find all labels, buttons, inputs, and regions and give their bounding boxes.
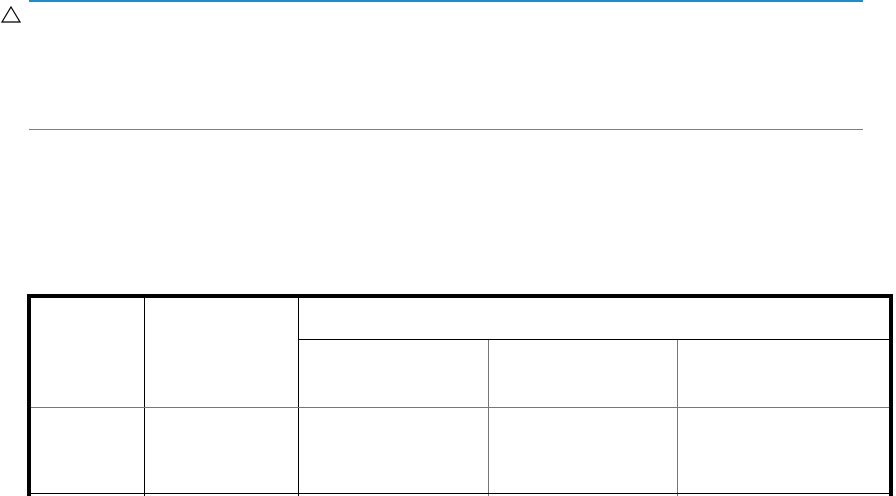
table-bottom-border bbox=[31, 493, 889, 494]
column-divider bbox=[298, 297, 299, 496]
caution-bottom-rule bbox=[29, 129, 863, 130]
warning-triangle-icon bbox=[1, 6, 21, 23]
table-left-border bbox=[27, 294, 31, 496]
header-subrow-divider bbox=[298, 339, 890, 340]
table-top-border bbox=[27, 294, 893, 298]
column-divider bbox=[144, 297, 145, 496]
header-body-divider bbox=[31, 407, 889, 408]
caution-top-rule bbox=[29, 0, 863, 2]
table-right-border bbox=[889, 294, 893, 496]
column-divider bbox=[488, 339, 489, 496]
column-divider bbox=[677, 339, 678, 496]
